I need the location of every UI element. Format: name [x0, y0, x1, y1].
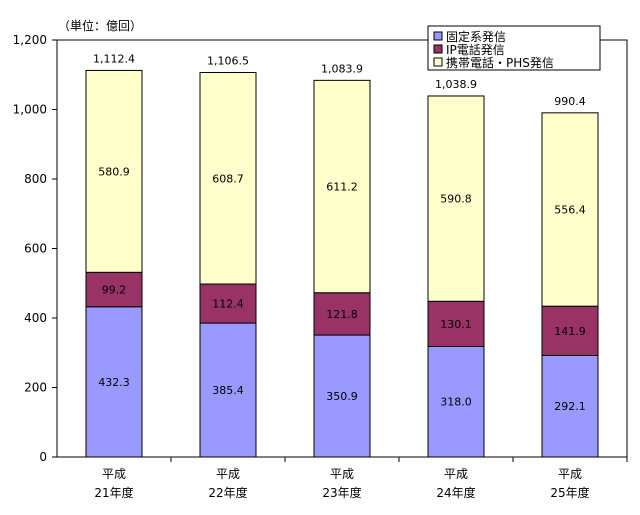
bar-segment [427, 300, 485, 347]
legend-label: 固定系発信 [446, 29, 506, 44]
data-label: 611.2 [326, 181, 358, 194]
data-label: 556.4 [554, 204, 586, 217]
data-label: 385.4 [212, 384, 244, 397]
x-tick-label: 平成 [330, 467, 354, 481]
plot-area: 0 200 400 600 800 1,000 1,200 432.3 99.2 580.9 1,1… [13, 33, 628, 500]
bar-segment [541, 112, 599, 307]
legend-label: IP電話発信 [446, 42, 505, 57]
y-tick-label: 600 [24, 242, 47, 256]
total-label: 990.4 [554, 95, 586, 108]
data-label: 292.1 [554, 400, 586, 413]
y-tick-label: 800 [24, 172, 47, 186]
y-tick-label: 0 [39, 450, 47, 464]
data-label: 318.0 [440, 396, 472, 409]
data-label: 580.9 [98, 165, 130, 178]
data-label: 141.9 [554, 325, 586, 338]
x-tick-label: 23年度 [322, 485, 361, 500]
y-tick-label: 200 [24, 381, 47, 395]
data-label: 350.9 [326, 390, 358, 403]
bar-segment [427, 95, 485, 302]
x-tick-label: 平成 [102, 467, 126, 481]
x-tick-label: 平成 [444, 467, 468, 481]
x-tick-label: 25年度 [550, 485, 589, 500]
data-label: 608.7 [212, 172, 244, 185]
x-tick-label: 21年度 [94, 485, 133, 500]
bar-segment [313, 79, 371, 294]
bar-segment [199, 71, 257, 285]
data-label: 590.8 [440, 193, 472, 206]
y-tick-label: 400 [24, 311, 47, 325]
legend-swatch [433, 44, 443, 54]
total-label: 1,112.4 [93, 52, 135, 65]
y-tick-label: 1,000 [13, 103, 47, 117]
data-label: 99.2 [102, 284, 127, 297]
bar-segment [313, 334, 371, 458]
total-label: 1,038.9 [435, 78, 477, 91]
bar-segment [427, 345, 485, 458]
data-label: 432.3 [98, 376, 130, 389]
legend-box [427, 25, 601, 71]
x-tick-label: 24年度 [436, 485, 475, 500]
total-label: 1,083.9 [321, 62, 363, 75]
unit-label: （単位：億回） [58, 18, 142, 33]
bar-segment [313, 292, 371, 336]
legend-swatch [433, 31, 443, 41]
data-label: 121.8 [326, 308, 358, 321]
legend-swatch [433, 57, 443, 67]
x-tick-label: 平成 [558, 467, 582, 481]
x-tick-label: 平成 [216, 467, 240, 481]
data-label: 112.4 [212, 298, 244, 311]
bar-segment [85, 306, 143, 458]
bar-segment [85, 69, 143, 273]
x-tick-label: 22年度 [208, 485, 247, 500]
data-label: 130.1 [440, 318, 472, 331]
legend-label: 携帯電話・PHS発信 [446, 55, 554, 70]
y-tick-label: 1,200 [13, 33, 47, 47]
total-label: 1,106.5 [207, 54, 249, 67]
